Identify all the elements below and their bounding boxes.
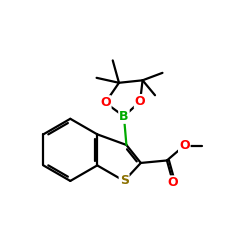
- Text: S: S: [120, 174, 129, 188]
- Text: B: B: [119, 110, 129, 123]
- Text: O: O: [100, 96, 110, 109]
- Text: O: O: [135, 95, 145, 108]
- Text: O: O: [168, 176, 178, 189]
- Text: O: O: [179, 139, 190, 152]
